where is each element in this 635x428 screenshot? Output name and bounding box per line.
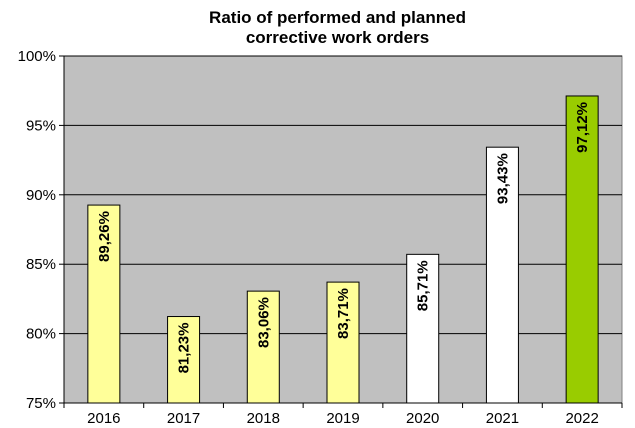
bar-2021 xyxy=(485,146,519,404)
x-tick-label-2017: 2017 xyxy=(167,410,200,427)
data-label-2021: 93,43% xyxy=(494,153,511,204)
chart-title: Ratio of performed and planned correctiv… xyxy=(0,8,635,48)
x-tick-label-2020: 2020 xyxy=(406,410,439,427)
bar-2018 xyxy=(246,290,280,404)
x-tick-label-2019: 2019 xyxy=(326,410,359,427)
data-label-2020: 85,71% xyxy=(415,260,432,311)
bar-2022 xyxy=(565,95,599,404)
bar-2017 xyxy=(167,316,201,404)
data-label-2018: 83,06% xyxy=(255,297,272,348)
bar-2019 xyxy=(326,281,360,404)
data-label-2019: 83,71% xyxy=(335,288,352,339)
y-tick-label: 90% xyxy=(26,187,56,204)
y-tick-label: 95% xyxy=(26,117,56,134)
y-tick-label: 100% xyxy=(18,48,56,65)
x-tick-label-2018: 2018 xyxy=(247,410,280,427)
chart-title-line-2: corrective work orders xyxy=(245,28,430,47)
data-label-2017: 81,23% xyxy=(176,323,193,374)
y-tick-label: 85% xyxy=(26,256,56,273)
y-tick-label: 80% xyxy=(26,326,56,343)
data-label-2016: 89,26% xyxy=(96,211,113,262)
chart-title-line-1: Ratio of performed and planned xyxy=(209,8,466,27)
x-tick-label-2021: 2021 xyxy=(486,410,519,427)
y-tick-label: 75% xyxy=(26,395,56,412)
bar-2016 xyxy=(87,204,121,404)
x-tick-label-2016: 2016 xyxy=(87,410,120,427)
x-tick-label-2022: 2022 xyxy=(565,410,598,427)
data-label-2022: 97,12% xyxy=(574,102,591,153)
bar-2020 xyxy=(406,253,440,404)
